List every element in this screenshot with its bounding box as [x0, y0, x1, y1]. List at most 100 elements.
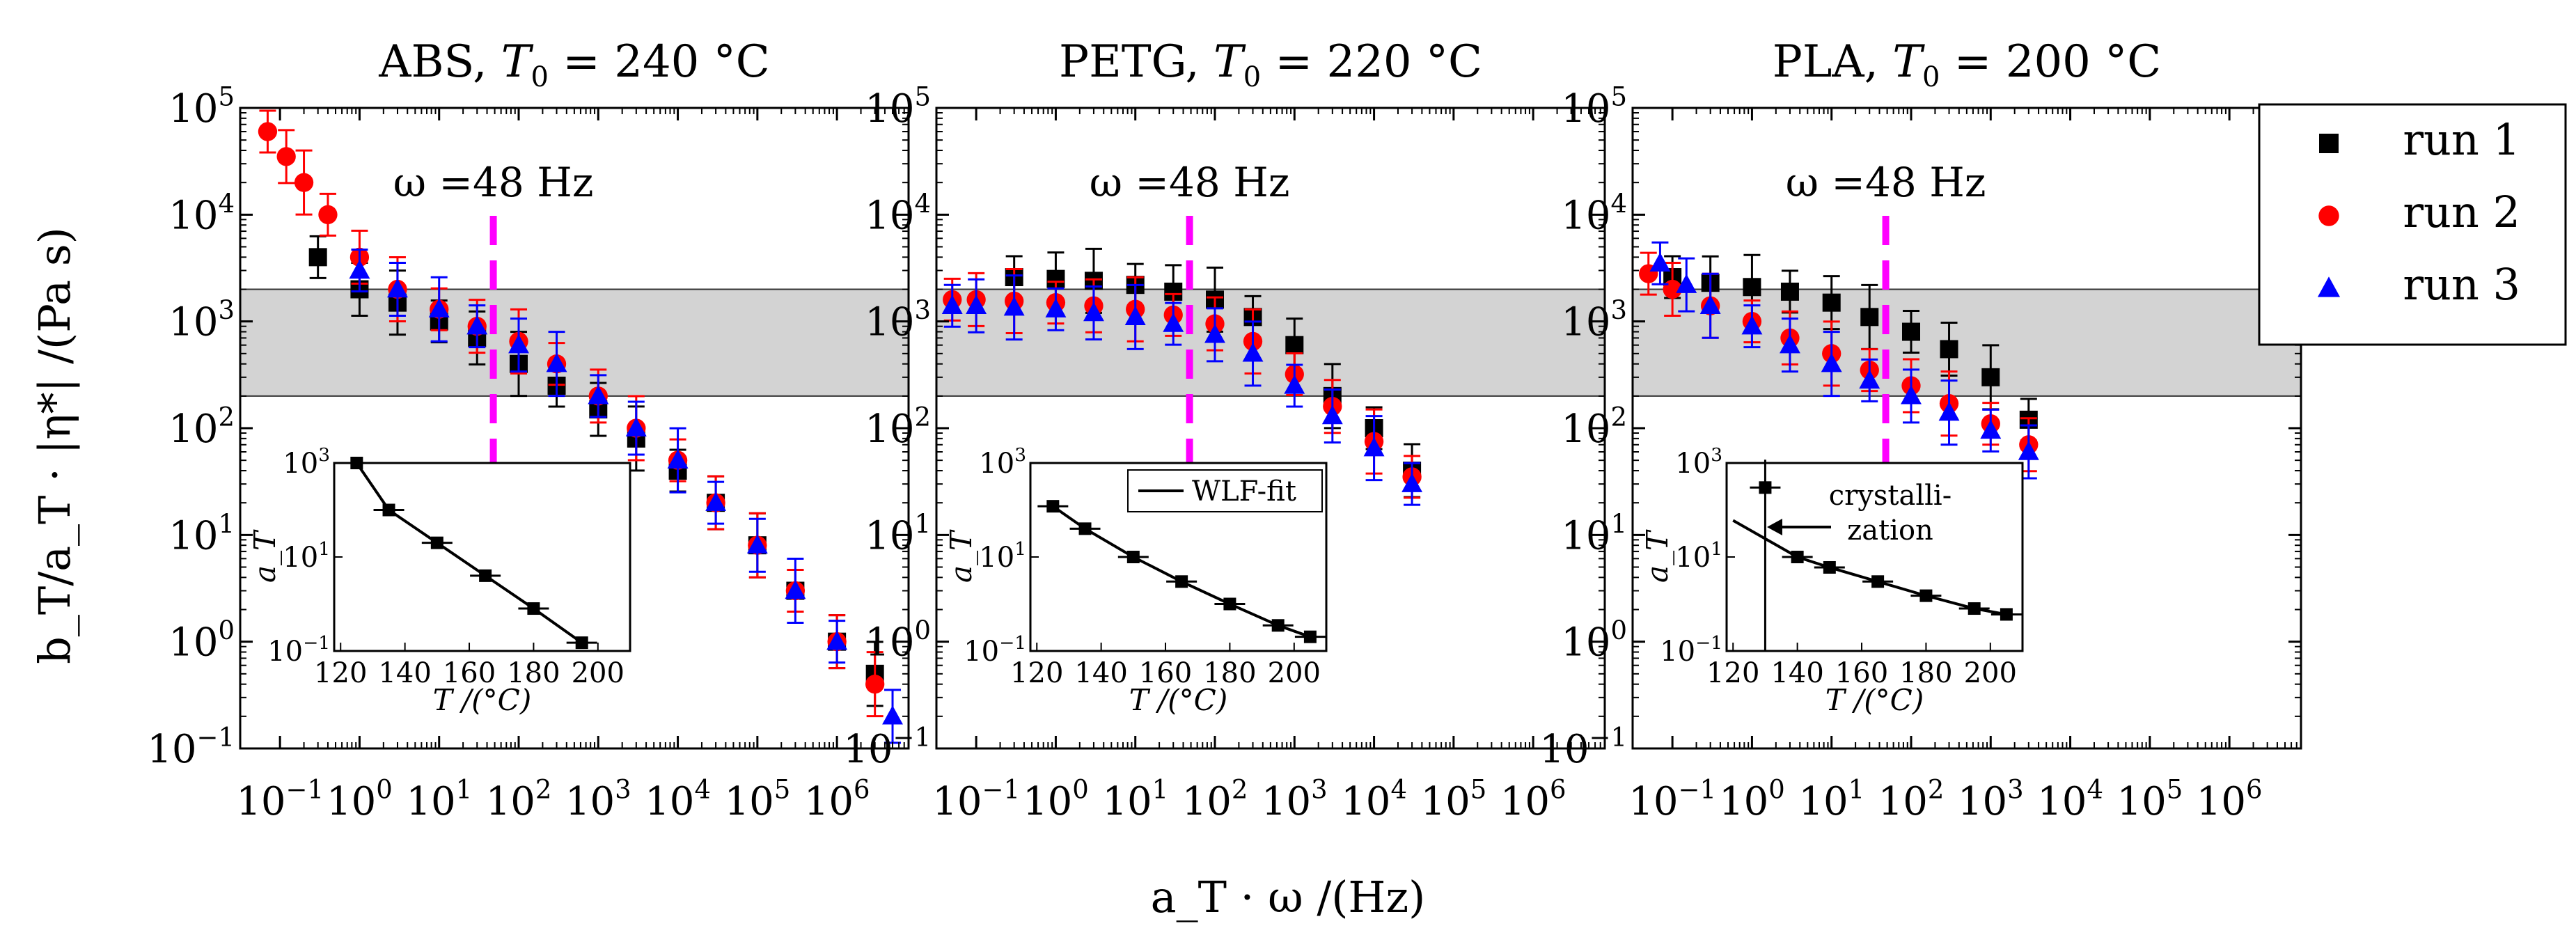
wlf-fit-curve [355, 463, 583, 644]
panel-title: PLA, T0 = 200 °C [1773, 36, 2161, 93]
inset-data-point [1759, 481, 1772, 494]
y-tick-label: 105 [1561, 81, 1627, 132]
data-point [1649, 252, 1671, 272]
inset-x-label: T /(°C) [1825, 683, 1924, 717]
annotation-arrowhead [1767, 519, 1782, 535]
inset-y-label: a_T [248, 529, 282, 583]
data-point [588, 385, 609, 405]
inset-data-point [575, 636, 588, 650]
inset-y-tick-label: 101 [283, 538, 330, 574]
x-tick-label: 103 [1958, 774, 2024, 824]
legend-marker-1 [2319, 134, 2339, 153]
inset-data-point [1303, 630, 1317, 643]
inset-y-tick-label: 101 [979, 538, 1026, 574]
data-point [1045, 298, 1067, 317]
inset-y-tick-label: 103 [979, 444, 1026, 480]
data-point [1321, 405, 1343, 425]
data-point [667, 449, 689, 469]
x-tick-label: 10−1 [1628, 774, 1716, 824]
data-point [1940, 340, 1958, 359]
inset-x-tick-label: 180 [1899, 657, 1952, 689]
frequency-marker-label: ω =48 Hz [1786, 159, 1986, 206]
inset-x-tick-label: 160 [1835, 657, 1888, 689]
inset-x-tick-label: 160 [1139, 657, 1192, 689]
data-point [1902, 322, 1920, 341]
y-tick-label: 102 [865, 402, 931, 452]
data-point [466, 315, 488, 335]
data-point [1699, 295, 1721, 314]
data-point [428, 298, 450, 317]
legend-marker-3 [2317, 276, 2341, 297]
x-tick-label: 106 [2197, 774, 2263, 824]
y-tick-label: 103 [1561, 295, 1627, 345]
inset-frame [333, 462, 631, 652]
y-tick-label: 103 [865, 295, 931, 345]
inset-y-tick-label: 10−1 [267, 632, 330, 668]
inset-x-label: T /(°C) [1129, 683, 1227, 717]
inset-data-point [1791, 551, 1804, 563]
x-tick-label: 105 [1420, 774, 1486, 824]
data-series [1639, 241, 2039, 480]
data-point [508, 334, 529, 354]
inset-data-point [479, 569, 492, 582]
y-axis-label: b_T/a_T · |η*| /(Pa s) [29, 227, 80, 664]
x-tick-label: 100 [1023, 774, 1089, 824]
inset-data-point [527, 602, 540, 615]
inset-pla: 120 140 160 180 200 10−1 101 103 T /(°C) a_T cryst… [1640, 444, 2024, 717]
x-tick-label: 10−1 [236, 774, 324, 824]
x-tick-label: 100 [1719, 774, 1785, 824]
inset-abs: 120 140 160 180 200 10−1 101 103 T /(°C) a_T [248, 444, 631, 717]
x-tick-label: 102 [1182, 774, 1248, 824]
crystallization-annotation: crystalli- [1829, 480, 1951, 512]
data-point [349, 259, 370, 279]
inset-x-tick-label: 120 [314, 657, 367, 689]
inset-x-tick-label: 120 [1010, 657, 1063, 689]
y-tick-label: 100 [168, 615, 235, 666]
inset-data-point [1175, 575, 1188, 588]
x-tick-label: 104 [645, 774, 711, 824]
data-point [1363, 437, 1385, 457]
y-tick-label: 104 [168, 189, 235, 239]
inset-data-point [430, 536, 443, 549]
inset-x-tick-label: 120 [1706, 657, 1759, 689]
y-tick-label: 103 [168, 295, 235, 345]
inset-x-tick-label: 180 [1203, 657, 1256, 689]
panel-title: PETG, T0 = 220 °C [1059, 36, 1482, 93]
inset-data-point [1046, 500, 1060, 513]
inset-x-tick-label: 200 [1964, 657, 2017, 689]
shaded-band [239, 288, 909, 397]
data-point [826, 631, 848, 650]
inset-data-point [1126, 551, 1140, 563]
data-point [1821, 353, 1842, 372]
x-tick-label: 100 [327, 774, 393, 824]
y-tick-label: 101 [168, 509, 235, 559]
inset-x-label: T /(°C) [433, 683, 531, 717]
data-point [1822, 293, 1841, 312]
data-point [1676, 274, 1697, 293]
inset-data-point [1871, 575, 1885, 588]
inset-y-label: a_T [944, 529, 978, 583]
inset-x-tick-label: 200 [572, 657, 625, 689]
inset-y-label: a_T [1640, 529, 1674, 583]
x-tick-label: 10−1 [932, 774, 1020, 824]
inset-data-point [1919, 589, 1933, 602]
panel-title: ABS, T0 = 240 °C [378, 36, 769, 93]
y-tick-label: 10−1 [843, 722, 931, 772]
x-tick-label: 106 [804, 774, 870, 824]
series-run-3 [1649, 241, 2039, 480]
inset-y-tick-label: 101 [1675, 538, 1722, 574]
x-tick-label: 104 [1341, 774, 1407, 824]
x-tick-label: 104 [2037, 774, 2103, 824]
data-series [941, 247, 1423, 506]
data-point [882, 705, 903, 725]
y-tick-label: 101 [865, 509, 931, 559]
series-run-3 [941, 274, 1423, 506]
data-point [1083, 301, 1104, 322]
inset-y-tick-label: 103 [1675, 444, 1722, 480]
crystallization-annotation: zation [1847, 515, 1933, 547]
data-point [1860, 308, 1879, 327]
legend-label-2: run 2 [2403, 187, 2520, 237]
data-point [785, 579, 806, 599]
